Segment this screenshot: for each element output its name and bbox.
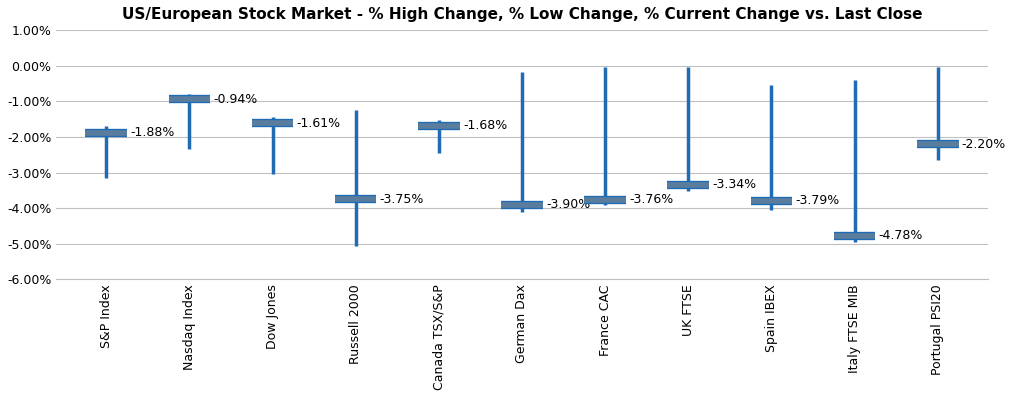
Text: -1.61%: -1.61% xyxy=(297,117,341,129)
Text: -1.88%: -1.88% xyxy=(130,126,175,139)
Text: -0.94%: -0.94% xyxy=(214,93,257,106)
Text: -3.75%: -3.75% xyxy=(379,193,424,206)
Text: -3.79%: -3.79% xyxy=(795,194,840,207)
Text: -4.78%: -4.78% xyxy=(879,229,923,243)
Text: -2.20%: -2.20% xyxy=(962,138,1006,150)
Title: US/European Stock Market - % High Change, % Low Change, % Current Change vs. Las: US/European Stock Market - % High Change… xyxy=(122,7,922,22)
Text: -1.68%: -1.68% xyxy=(463,119,507,132)
Text: -3.76%: -3.76% xyxy=(630,193,673,206)
Text: -3.90%: -3.90% xyxy=(546,198,590,211)
Text: -3.34%: -3.34% xyxy=(712,178,757,191)
